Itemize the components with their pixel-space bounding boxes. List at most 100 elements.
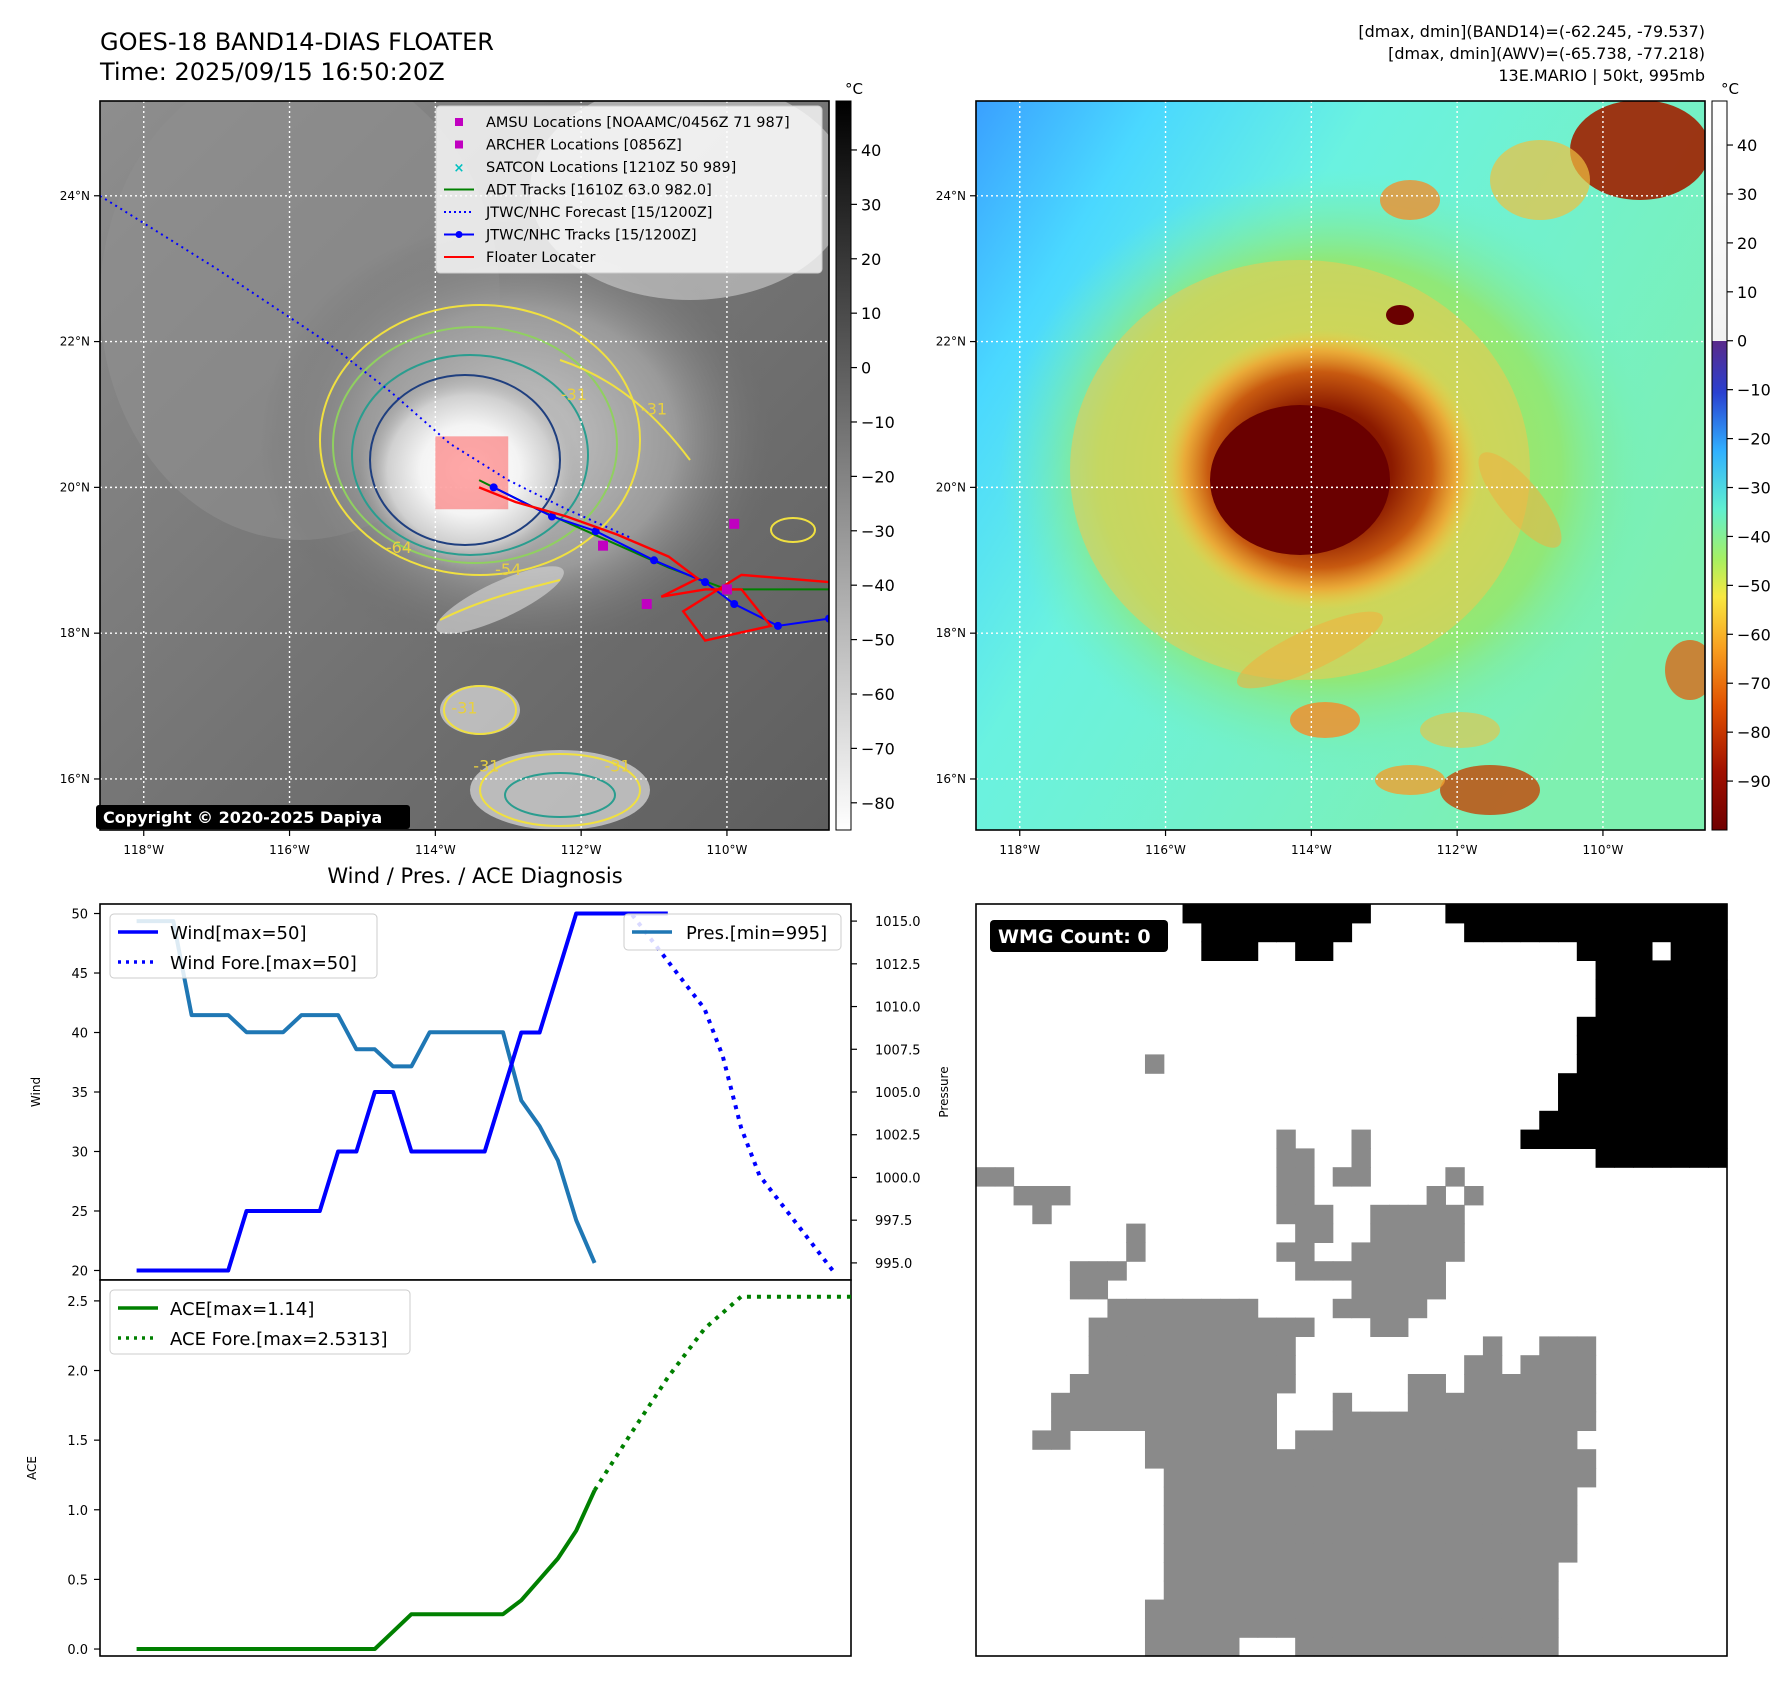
wmg-gray-cell-354 — [1201, 1562, 1221, 1582]
wmg-gray-cell-143 — [1576, 1374, 1597, 1394]
wmg-gray-cell-62 — [1407, 1280, 1428, 1300]
wmg-black-cell-147 — [1670, 1148, 1691, 1168]
wmg-gray-cell-237 — [1520, 1449, 1540, 1469]
wmg-gray-cell-455 — [1520, 1637, 1540, 1657]
wmg-gray-cell-335 — [1257, 1543, 1278, 1563]
wind-ticks: 20 25 30 35 40 45 50 — [71, 908, 100, 1279]
wmg-gray-cell-364 — [1389, 1562, 1409, 1582]
colorbar-tick-label-1: 30 — [1737, 185, 1757, 204]
wmg-gray-cell-309 — [1182, 1524, 1202, 1544]
wmg-gray-cell-28 — [1445, 1204, 1465, 1225]
wmg-gray-cell-13 — [1013, 1186, 1033, 1206]
tick-label-lat-2: 20°N — [936, 480, 966, 494]
wmg-gray-cell-226 — [1313, 1449, 1334, 1469]
wmg-gray-cell-37 — [1126, 1242, 1146, 1262]
wmg-gray-cell-129 — [1182, 1374, 1202, 1394]
wmg-black-cell-79 — [1708, 998, 1728, 1018]
wmg-gray-cell-440 — [1182, 1637, 1202, 1657]
wmg-black-cell-64 — [1689, 960, 1709, 980]
wmg-gray-cell-447 — [1370, 1637, 1390, 1657]
wmg-gray-cell-218 — [1163, 1449, 1184, 1469]
tick-label-lat-3: 18°N — [936, 626, 966, 640]
wmg-gray-cell-350 — [1539, 1543, 1559, 1563]
wmg-gray-cell-170 — [1107, 1411, 1127, 1431]
wmg-gray-cell-259 — [1501, 1468, 1522, 1488]
ir-colorbar-ticks: 40 30 20 10 0 −10 −20 −30 −40 −50 −60 −70 −80 — [851, 141, 895, 813]
wmg-black-cell-142 — [1708, 1129, 1728, 1149]
wmg-gray-cell-249 — [1313, 1468, 1334, 1488]
wmg-gray-cell-56 — [1426, 1261, 1446, 1281]
wmg-black-cell-99 — [1633, 1054, 1653, 1074]
wmg-gray-cell-330 — [1163, 1543, 1184, 1563]
wmg-black-cell-4 — [1257, 904, 1278, 924]
tick-label-lat-4: 16°N — [60, 772, 90, 786]
wmg-gray-cell-171 — [1126, 1411, 1146, 1431]
wmg-black-cell-11 — [1464, 904, 1484, 924]
wmg-gray-cell-203 — [1313, 1430, 1334, 1450]
wmg-gray-cell-421 — [1238, 1618, 1259, 1638]
wmg-gray-cell-46 — [1069, 1261, 1090, 1281]
wmg-gray-cell-252 — [1370, 1468, 1390, 1488]
wmg-gray-cell-235 — [1482, 1449, 1503, 1469]
wmg-gray-cell-157 — [1407, 1392, 1428, 1413]
wmg-gray-cell-246 — [1257, 1468, 1278, 1488]
wmg-gray-cell-85 — [1238, 1317, 1259, 1337]
tick-label-lon-0: 118°W — [999, 843, 1040, 857]
wmg-gray-cell-117 — [1464, 1355, 1484, 1375]
wmg-black-cell-149 — [1708, 1148, 1728, 1168]
wmg-black-cell-33 — [1464, 922, 1484, 943]
wmg-gray-cell-68 — [1182, 1298, 1202, 1319]
ace-tick-label-0: 0.0 — [67, 1643, 88, 1658]
wmg-gray-cell-230 — [1389, 1449, 1409, 1469]
wmg-gray-cell-80 — [1144, 1317, 1165, 1337]
wind-tick-label-3: 35 — [71, 1086, 88, 1101]
legend-label-3: ADT Tracks [1610Z 63.0 982.0] — [486, 183, 712, 199]
wmg-gray-cell-418 — [1182, 1618, 1202, 1638]
ir-legend-box — [435, 105, 823, 274]
wmg-black-cell-141 — [1689, 1129, 1709, 1149]
wmg-gray-cell-67 — [1163, 1298, 1184, 1319]
wmg-gray-cell-145 — [1069, 1392, 1090, 1413]
wmg-gray-cell-21 — [1276, 1204, 1296, 1225]
wmg-gray-cell-238 — [1539, 1449, 1559, 1469]
wmg-gray-cell-310 — [1201, 1524, 1221, 1544]
wmg-black-cell-107 — [1614, 1073, 1634, 1093]
wmg-gray-cell-107 — [1107, 1355, 1127, 1375]
wmg-gray-cell-137 — [1464, 1374, 1484, 1394]
wmg-gray-cell-431 — [1426, 1618, 1446, 1638]
jtwc-track-point-0 — [489, 483, 498, 492]
wmg-gray-cell-12 — [994, 1167, 1015, 1187]
legend-wind-label: Wind[max=50] — [170, 923, 307, 944]
wmg-gray-cell-225 — [1295, 1449, 1315, 1469]
wmg-gray-cell-370 — [1501, 1562, 1522, 1582]
wmg-gray-cell-323 — [1445, 1524, 1465, 1544]
wmg-gray-cell-55 — [1407, 1261, 1428, 1281]
wmg-gray-cell-161 — [1482, 1392, 1503, 1413]
wmg-gray-cell-90 — [1389, 1317, 1409, 1337]
wmg-black-cell-118 — [1651, 1092, 1672, 1112]
wmg-gray-cell-304 — [1501, 1505, 1522, 1525]
wmg-gray-cell-1 — [1276, 1129, 1296, 1149]
wmg-gray-cell-104 — [1558, 1336, 1578, 1356]
wmg-black-cell-19 — [1614, 904, 1634, 924]
wmg-gray-cell-23 — [1313, 1204, 1334, 1225]
wmg-black-cell-86 — [1689, 1016, 1709, 1037]
wv-frame — [975, 100, 1706, 831]
wmg-black-cell-46 — [1708, 922, 1728, 943]
wmg-gray-cell-262 — [1558, 1468, 1578, 1488]
info-band14-range: [dmax, dmin](BAND14)=(-62.245, -79.537) — [1358, 22, 1705, 41]
floater-track — [478, 486, 829, 642]
wmg-gray-cell-289 — [1220, 1505, 1240, 1525]
wmg-gray-cell-406 — [1370, 1599, 1390, 1619]
wmg-gray-cell-275 — [1370, 1486, 1390, 1507]
wmg-black-cell-140 — [1670, 1129, 1691, 1149]
wmg-gray-cell-94 — [1144, 1336, 1165, 1356]
wmg-gray-cell-380 — [1295, 1580, 1315, 1601]
wmg-gray-cell-24 — [1370, 1204, 1390, 1225]
wmg-gray-cell-247 — [1276, 1468, 1296, 1488]
wmg-gray-cell-329 — [1558, 1524, 1578, 1544]
wmg-black-cell-55 — [1633, 941, 1653, 961]
wmg-gray-cell-126 — [1126, 1374, 1146, 1394]
wmg-black-cell-119 — [1670, 1092, 1691, 1112]
tick-label-lon-3: 112°W — [1437, 843, 1478, 857]
